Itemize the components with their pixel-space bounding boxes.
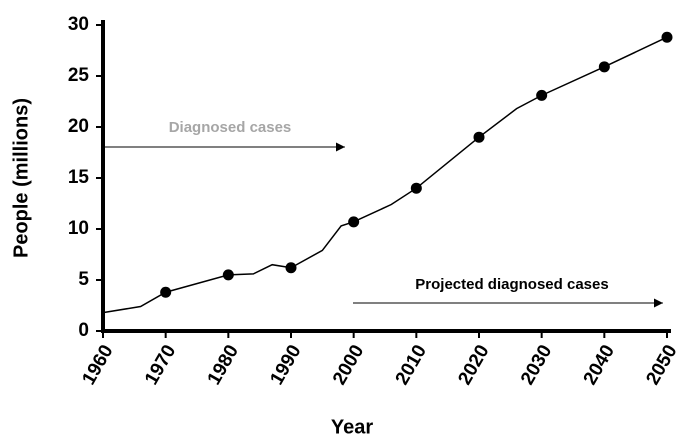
y-axis-title: People (millions): [10, 98, 32, 258]
x-tick-label: 2020: [454, 342, 493, 389]
y-tick-label: 25: [68, 65, 90, 86]
data-point: [661, 31, 673, 43]
x-tick-label: 2010: [392, 342, 431, 389]
x-tick-label: 2030: [517, 342, 556, 389]
data-point: [410, 182, 422, 194]
data-point: [222, 269, 234, 281]
annotation: Projected diagnosed cases: [415, 276, 608, 293]
data-point: [160, 286, 172, 298]
x-tick-label: 1970: [141, 342, 180, 389]
y-tick-label: 15: [68, 167, 90, 188]
x-tick-label: 1960: [78, 342, 117, 389]
x-tick-label: 2040: [580, 342, 619, 389]
data-point: [473, 131, 485, 143]
x-axis-title: Year: [331, 416, 373, 438]
y-tick-label: 0: [78, 320, 89, 341]
annotation: Diagnosed cases: [169, 119, 292, 136]
x-tick-label: 1980: [204, 342, 243, 389]
data-point: [536, 89, 548, 101]
y-tick-label: 20: [68, 116, 89, 137]
data-point: [598, 61, 610, 73]
data-line: [102, 36, 668, 314]
y-tick-label: 30: [68, 14, 89, 35]
x-tick-label: 2000: [329, 342, 368, 389]
y-tick-label: 5: [78, 269, 89, 290]
y-tick-label: 10: [68, 218, 89, 239]
x-tick-label: 1990: [266, 342, 305, 389]
x-tick-label: 2050: [642, 342, 679, 389]
data-point: [348, 216, 360, 228]
data-point: [285, 262, 297, 274]
